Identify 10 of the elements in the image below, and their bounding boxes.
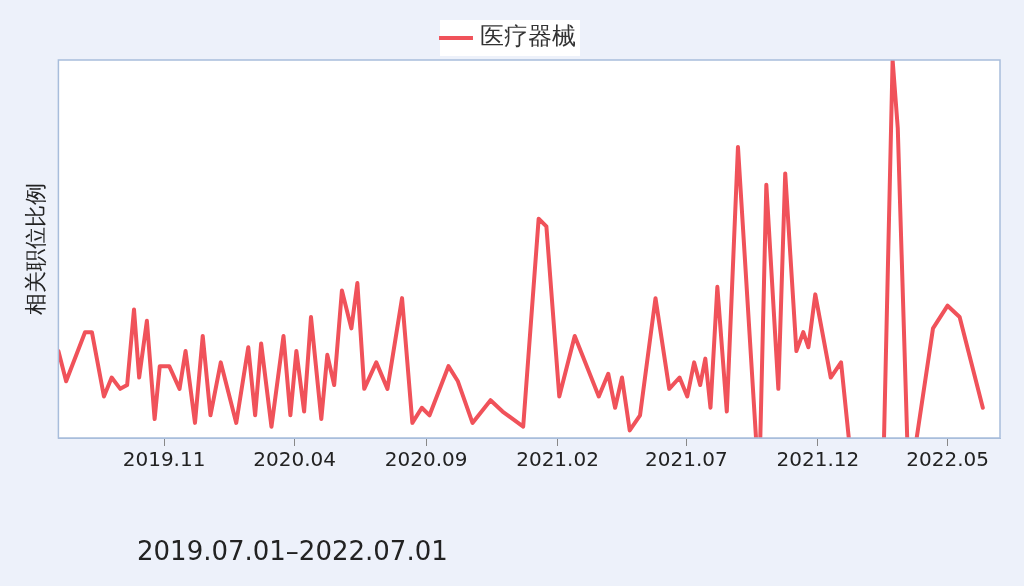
y-axis-title: 相关职位比例	[22, 183, 48, 315]
x-tick-label: 2019.11	[122, 447, 206, 472]
x-tick-label: 2021.02	[516, 447, 599, 472]
x-tick-label: 2021.12	[776, 447, 860, 472]
x-tick-label: 2020.09	[384, 447, 468, 472]
x-tick-label: 2022.05	[906, 447, 989, 472]
x-tick-label: 2020.04	[253, 447, 337, 472]
legend-label: 医疗器械	[480, 22, 576, 51]
text: 2019.07.01–2022.07.01	[137, 536, 448, 566]
x-tick-label: 2021.07	[645, 447, 728, 472]
